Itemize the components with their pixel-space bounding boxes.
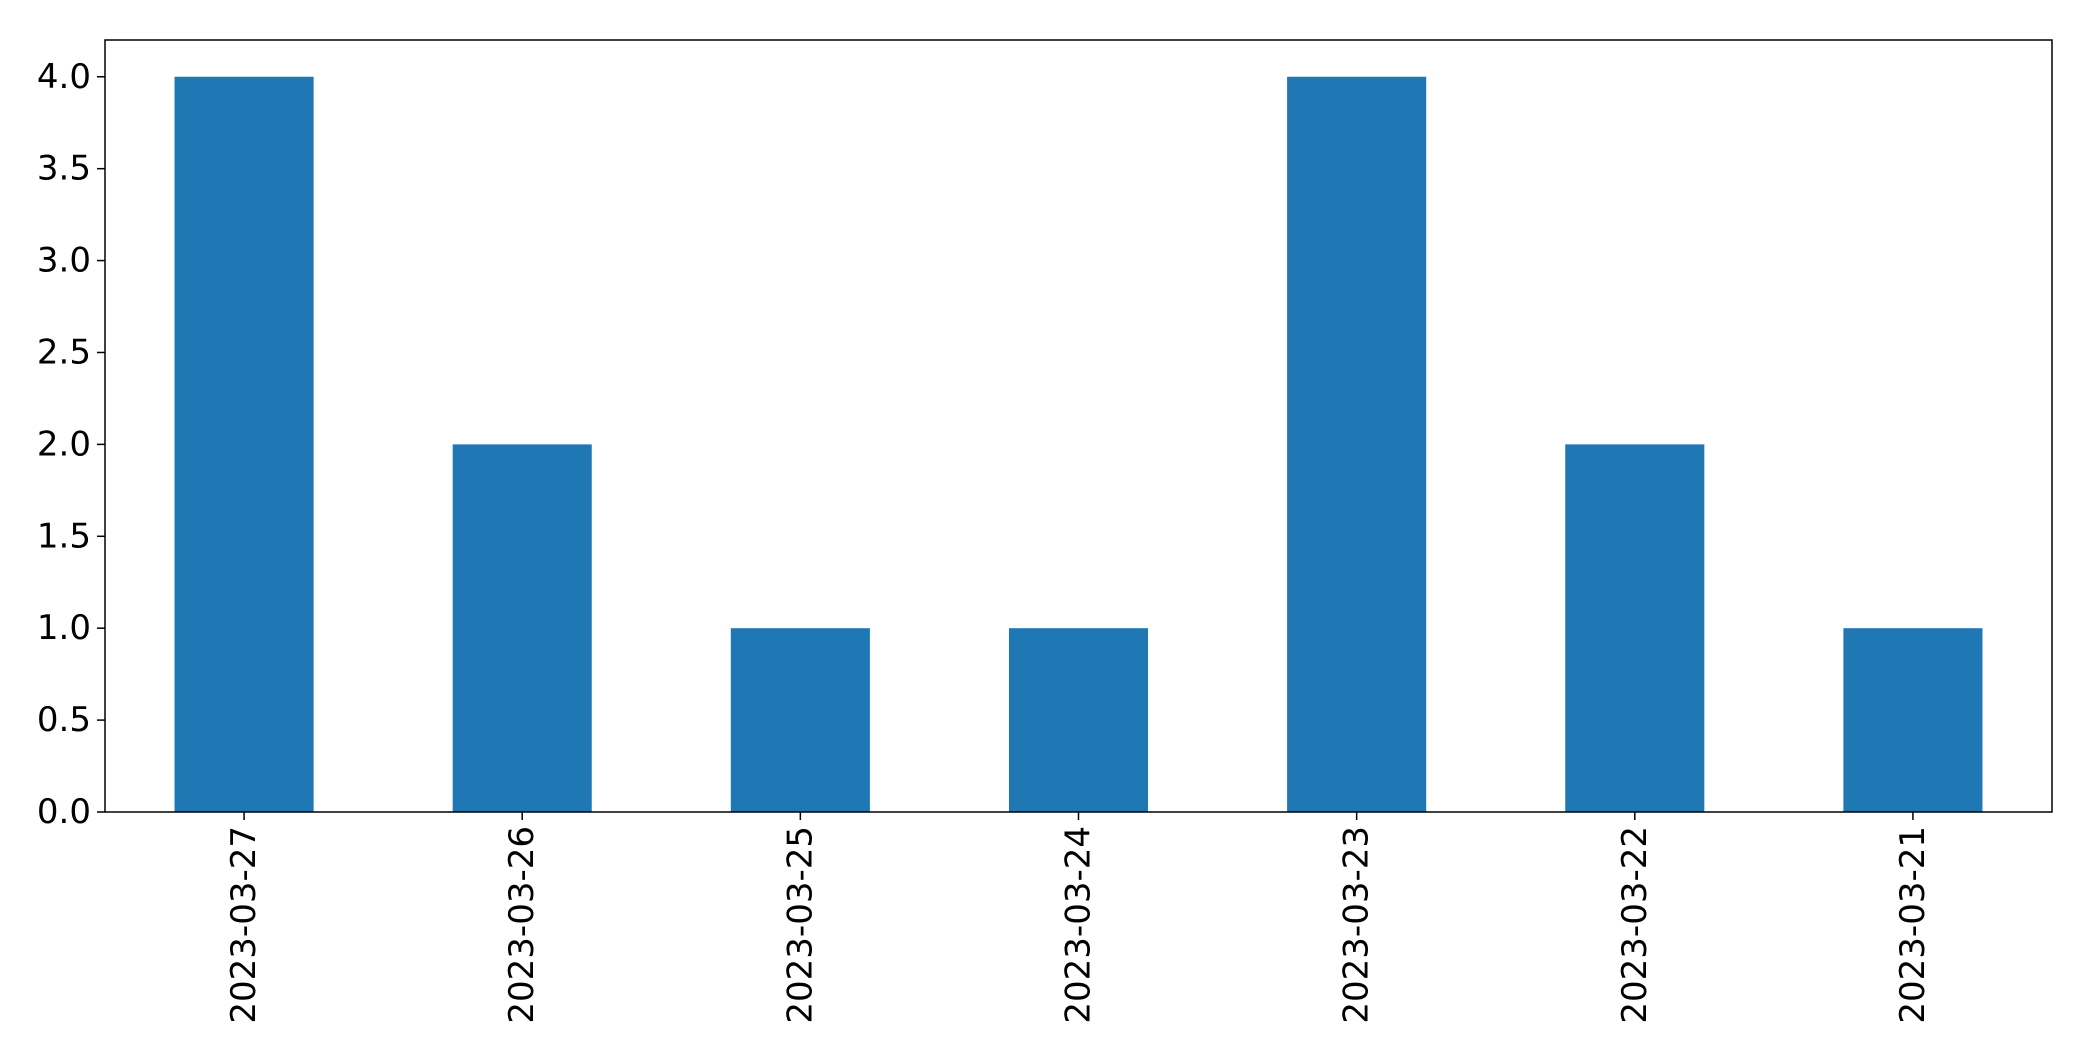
y-tick-label: 1.5 (37, 516, 91, 556)
y-tick-label: 2.0 (37, 424, 91, 464)
bars-layer (174, 76, 1983, 812)
y-tick-label: 1.0 (37, 608, 91, 648)
x-tick-label: 2023-03-26 (502, 826, 542, 1024)
y-tick-label: 0.0 (37, 792, 91, 832)
plot-frame (104, 39, 2053, 813)
y-axis: 0.0 0.5 1.0 1.5 2.0 2.5 3.0 3.5 4.0 (37, 57, 105, 832)
x-tick-label: 2023-03-22 (1615, 826, 1655, 1024)
x-tick-label: 2023-03-27 (224, 826, 264, 1024)
bar-2023-03-23 (1287, 76, 1427, 812)
bar-2023-03-22 (1565, 444, 1705, 812)
x-tick-label: 2023-03-21 (1893, 826, 1933, 1024)
y-tick-label: 3.0 (37, 241, 91, 281)
bar-2023-03-24 (1008, 628, 1149, 812)
bar-2023-03-26 (452, 444, 592, 812)
bar-2023-03-21 (1843, 628, 1983, 812)
x-axis: 2023-03-27 2023-03-26 2023-03-25 2023-03-24… (224, 812, 1933, 1024)
x-tick-label: 2023-03-25 (780, 826, 820, 1024)
y-tick-label: 2.5 (37, 332, 91, 372)
bar-2023-03-25 (730, 628, 870, 812)
x-tick-label: 2023-03-23 (1337, 826, 1377, 1024)
bar-2023-03-27 (174, 76, 314, 812)
y-tick-label: 4.0 (37, 57, 91, 97)
y-tick-label: 0.5 (37, 700, 91, 740)
y-tick-label: 3.5 (37, 149, 91, 189)
x-tick-label: 2023-03-24 (1059, 826, 1099, 1024)
